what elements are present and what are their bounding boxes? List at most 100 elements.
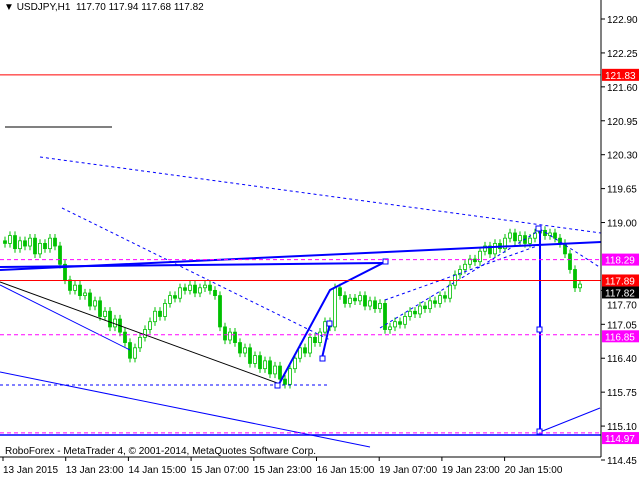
y-tick-label: 115.10 <box>607 422 637 433</box>
candle <box>258 355 262 370</box>
candle <box>358 295 362 302</box>
candle <box>323 321 327 333</box>
candle <box>143 329 147 338</box>
triangle-down-icon[interactable]: ▼ <box>4 2 14 13</box>
candle <box>398 321 402 325</box>
candle <box>158 310 162 317</box>
candle <box>563 243 567 255</box>
symbol-label: USDJPY,H1 <box>16 2 71 13</box>
candle <box>363 295 367 307</box>
level-price-label: 118.29 <box>605 256 635 267</box>
x-tick-label: 16 Jan 15:00 <box>317 465 375 476</box>
candle <box>343 295 347 304</box>
candle <box>53 237 57 247</box>
candle <box>243 347 247 354</box>
chart-title: ▼ USDJPY,H1 117.70 117.94 117.68 117.82 <box>4 2 204 13</box>
price-levels: 121.83 118.29 117.89 116.85 114.97 <box>0 68 639 445</box>
candle <box>28 237 32 247</box>
x-tick-label: 15 Jan 07:00 <box>191 465 249 476</box>
candle <box>33 237 37 255</box>
trend-line <box>0 284 131 351</box>
candle <box>353 297 357 302</box>
current-price-tag <box>602 286 639 299</box>
x-tick-label: 19 Jan 23:00 <box>442 465 500 476</box>
candle <box>378 303 382 310</box>
y-tick-label: 121.60 <box>607 83 638 94</box>
candle <box>218 295 222 328</box>
candle <box>278 365 282 380</box>
candle <box>338 287 342 297</box>
y-tick-label: 119.65 <box>607 185 637 196</box>
candle <box>468 258 472 265</box>
candle <box>418 305 422 315</box>
candle <box>193 284 197 294</box>
candle <box>273 365 277 375</box>
candle <box>198 287 202 294</box>
wave-point <box>535 225 542 232</box>
candle <box>153 310 157 323</box>
wave-point <box>326 320 333 327</box>
x-tick-label: 13 Jan 23:00 <box>66 465 124 476</box>
candle <box>393 321 397 328</box>
candle <box>428 300 432 310</box>
candle <box>3 240 7 244</box>
candle <box>318 331 322 343</box>
wave-point <box>319 355 326 362</box>
level-price-tag <box>602 330 639 343</box>
wave-point <box>536 326 543 333</box>
y-tick-label: 122.25 <box>607 49 638 60</box>
trend-lines <box>0 126 602 448</box>
candle <box>78 284 82 297</box>
price-axis: 122.90 122.25 121.60 120.95 120.30 119.65 119.… <box>601 15 639 467</box>
candle <box>73 284 77 291</box>
candle <box>503 237 507 250</box>
copyright-text: RoboForex - MetaTrader 4, © 2001-2014, M… <box>5 446 317 457</box>
candle <box>333 287 337 328</box>
trend-line <box>379 229 541 329</box>
level-price-label: 114.97 <box>605 434 635 445</box>
x-tick-label: 13 Jan 2015 <box>3 465 58 476</box>
candle <box>123 331 127 343</box>
candle <box>473 258 477 263</box>
candle <box>488 245 492 255</box>
level-price-tag <box>602 68 639 81</box>
time-axis: 13 Jan 2015 13 Jan 23:00 14 Jan 15:00 15 Ja… <box>2 457 563 476</box>
ohlc-label: 117.70 117.94 117.68 117.82 <box>75 2 204 13</box>
y-tick-label: 117.70 <box>607 300 637 311</box>
level-price-label: 116.85 <box>605 332 635 343</box>
candle <box>68 279 72 291</box>
candle <box>108 310 112 328</box>
level-price-label: 117.89 <box>605 276 635 287</box>
level-price-tag <box>602 274 639 287</box>
candle <box>303 347 307 354</box>
wave-line <box>277 261 386 387</box>
trend-line <box>0 281 281 385</box>
candle <box>148 321 152 330</box>
candle <box>458 269 462 276</box>
wave-point <box>536 428 543 435</box>
y-tick-label: 117.05 <box>607 320 637 331</box>
y-tick-label: 114.45 <box>607 456 637 467</box>
candle <box>553 232 557 239</box>
candle <box>163 303 167 317</box>
candle <box>448 284 452 299</box>
candle <box>513 232 517 242</box>
x-tick-label: 14 Jan 15:00 <box>128 465 186 476</box>
wave-point <box>382 258 389 265</box>
candle <box>203 284 207 289</box>
candle <box>453 274 457 286</box>
candle <box>23 240 27 247</box>
candle <box>8 235 12 244</box>
candle <box>348 297 352 304</box>
candle <box>438 295 442 304</box>
candle <box>403 316 407 325</box>
trend-line <box>539 228 602 269</box>
candle <box>103 310 107 317</box>
candle <box>578 283 582 289</box>
candle <box>478 250 482 263</box>
candle <box>443 295 447 299</box>
candle <box>518 235 522 242</box>
candle <box>508 232 512 239</box>
